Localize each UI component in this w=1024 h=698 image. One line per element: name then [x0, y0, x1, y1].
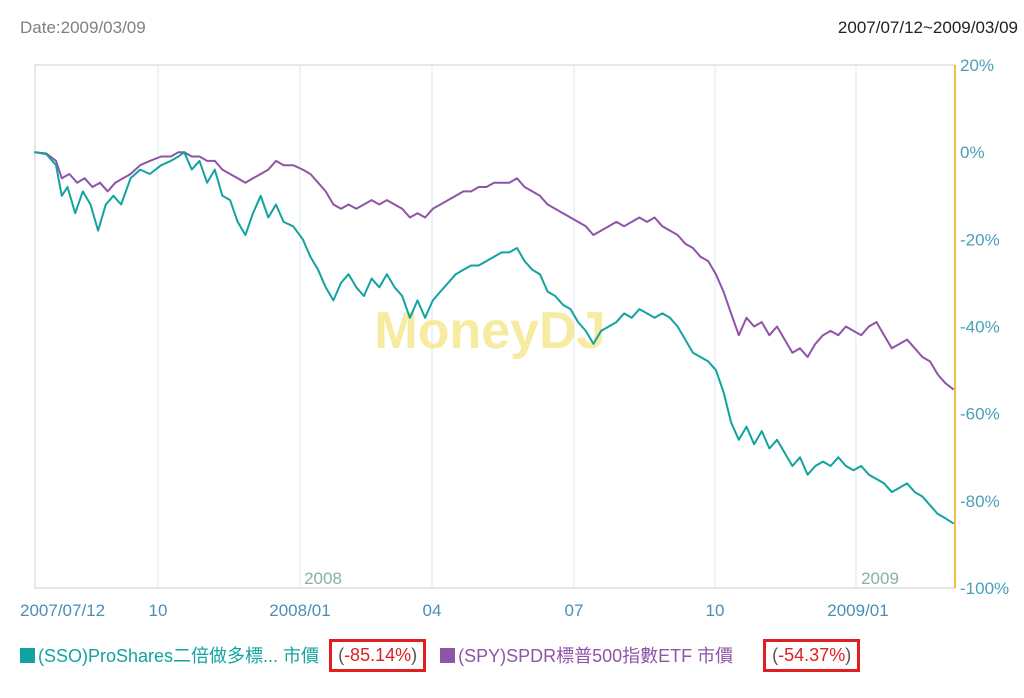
line-chart: MoneyDJ 2008 2009 20%0%-20%-40%-60%-80%-… [20, 56, 1009, 620]
spy-change-box: (-54.37%) [763, 638, 861, 672]
spy-change-value: -54.37% [778, 644, 846, 665]
sso-change-value: -85.14% [344, 644, 412, 665]
year-label-2008: 2008 [304, 569, 342, 588]
series-line-spy [34, 151, 954, 391]
legend-swatch-spy [440, 647, 456, 663]
year-label-2009: 2009 [861, 569, 899, 588]
x-tick-label: 10 [706, 601, 725, 620]
date-label: Date:2009/03/09 [20, 18, 146, 37]
x-tick-label: 07 [565, 601, 584, 620]
series-lines [34, 151, 954, 525]
x-tick-label: 2007/07/12 [20, 601, 105, 620]
x-tick-label: 10 [149, 601, 168, 620]
y-tick-label: 0% [960, 143, 985, 162]
sso-change-box: (-85.14%) [329, 638, 427, 672]
y-tick-label: -80% [960, 492, 1000, 511]
legend-label-sso[interactable]: (SSO)ProShares二倍做多標... 市價 [38, 646, 320, 666]
legend-swatch-sso [20, 647, 35, 663]
x-axis-ticks: 2007/07/12 10 2008/01 04 07 10 2009/01 [20, 601, 889, 620]
y-tick-label: -20% [960, 230, 1000, 249]
vertical-gridlines [157, 65, 857, 588]
legend-label-spy[interactable]: (SPY)SPDR標普500指數ETF 市價 [458, 646, 734, 666]
series-line-sso [34, 151, 954, 525]
x-tick-label: 2008/01 [269, 601, 330, 620]
date-range-label: 2007/07/12~2009/03/09 [837, 18, 1018, 37]
y-tick-label: 20% [960, 56, 994, 75]
x-tick-label: 04 [423, 601, 442, 620]
y-axis-ticks: 20% 0% -20% -40% -60% -80% -100% [960, 56, 1009, 598]
y-tick-label: -100% [960, 579, 1009, 598]
x-tick-label: 2009/01 [827, 601, 888, 620]
y-tick-label: -60% [960, 405, 1000, 424]
y-tick-label: -40% [960, 318, 1000, 337]
legend: (SSO)ProShares二倍做多標... 市價 (-85.14%) (SPY… [20, 638, 874, 672]
plot-area [34, 64, 956, 589]
